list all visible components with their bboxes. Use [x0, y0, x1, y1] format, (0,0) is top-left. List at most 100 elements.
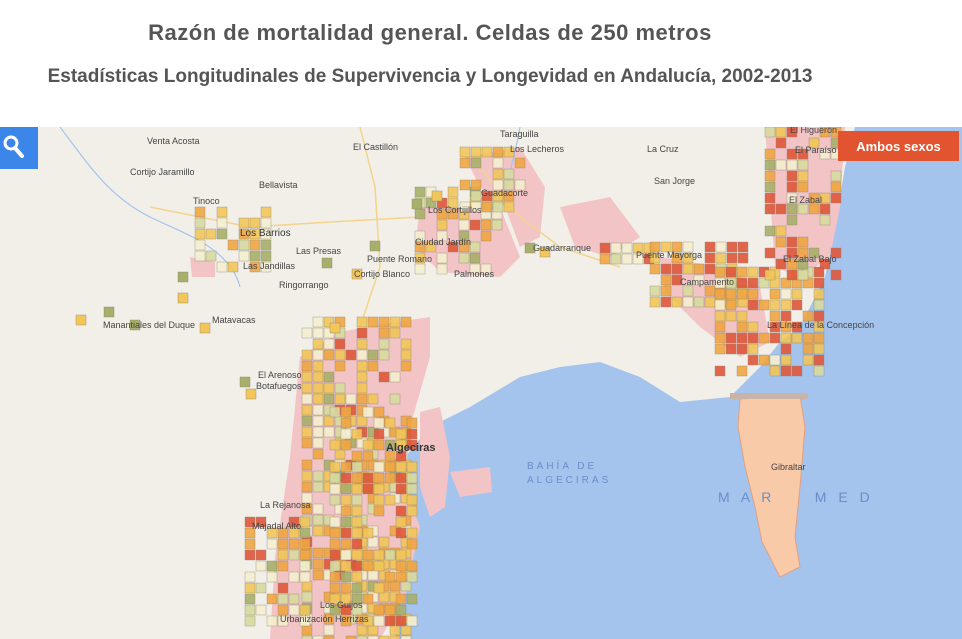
grid-cell[interactable]: [373, 494, 385, 506]
grid-cell[interactable]: [323, 415, 335, 427]
grid-cell[interactable]: [395, 560, 407, 572]
sex-filter-button[interactable]: Ambos sexos: [838, 131, 959, 161]
grid-cell[interactable]: [378, 316, 390, 328]
grid-cell[interactable]: [299, 615, 311, 627]
grid-cell[interactable]: [813, 277, 825, 289]
grid-cell[interactable]: [813, 354, 825, 366]
grid-cell[interactable]: [492, 146, 504, 158]
grid-cell[interactable]: [301, 404, 313, 416]
grid-cell[interactable]: [329, 472, 341, 484]
grid-cell[interactable]: [704, 296, 716, 308]
grid-cell[interactable]: [786, 181, 798, 193]
grid-cell[interactable]: [301, 492, 313, 504]
grid-cell[interactable]: [503, 179, 515, 191]
grid-cell[interactable]: [103, 306, 115, 318]
grid-cell[interactable]: [470, 179, 482, 191]
grid-cell[interactable]: [323, 393, 335, 405]
grid-cell[interactable]: [301, 459, 313, 471]
grid-cell[interactable]: [747, 332, 759, 344]
grid-cell[interactable]: [436, 252, 448, 264]
grid-cell[interactable]: [725, 266, 737, 278]
grid-cell[interactable]: [356, 316, 368, 328]
grid-cell[interactable]: [764, 203, 776, 215]
grid-cell[interactable]: [329, 439, 341, 451]
grid-cell[interactable]: [373, 582, 385, 594]
grid-cell[interactable]: [786, 170, 798, 182]
grid-cell[interactable]: [389, 580, 401, 592]
grid-cell[interactable]: [797, 181, 809, 193]
grid-cell[interactable]: [775, 127, 787, 138]
grid-cell[interactable]: [406, 560, 418, 572]
grid-cell[interactable]: [780, 343, 792, 355]
grid-cell[interactable]: [367, 536, 379, 548]
grid-cell[interactable]: [323, 371, 335, 383]
grid-cell[interactable]: [414, 230, 426, 242]
grid-cell[interactable]: [813, 310, 825, 322]
grid-cell[interactable]: [351, 582, 363, 594]
grid-cell[interactable]: [736, 310, 748, 322]
grid-cell[interactable]: [288, 516, 300, 528]
grid-cell[interactable]: [356, 393, 368, 405]
search-button[interactable]: [0, 127, 38, 169]
grid-cell[interactable]: [660, 274, 672, 286]
grid-cell[interactable]: [351, 505, 363, 517]
grid-cell[interactable]: [362, 549, 374, 561]
grid-cell[interactable]: [340, 472, 352, 484]
grid-cell[interactable]: [373, 549, 385, 561]
grid-cell[interactable]: [277, 582, 289, 594]
grid-cell[interactable]: [492, 179, 504, 191]
grid-cell[interactable]: [238, 250, 250, 262]
grid-cell[interactable]: [813, 321, 825, 333]
grid-cell[interactable]: [704, 252, 716, 264]
grid-cell[interactable]: [362, 450, 374, 462]
grid-cell[interactable]: [255, 560, 267, 572]
grid-cell[interactable]: [323, 613, 335, 625]
grid-cell[interactable]: [334, 338, 346, 350]
grid-cell[interactable]: [369, 240, 381, 252]
grid-cell[interactable]: [400, 580, 412, 592]
grid-cell[interactable]: [769, 299, 781, 311]
grid-cell[interactable]: [797, 203, 809, 215]
grid-cell[interactable]: [632, 242, 644, 254]
grid-cell[interactable]: [830, 181, 842, 193]
grid-cell[interactable]: [340, 615, 352, 627]
grid-cell[interactable]: [736, 332, 748, 344]
grid-cell[interactable]: [384, 494, 396, 506]
grid-cell[interactable]: [227, 239, 239, 251]
grid-cell[interactable]: [255, 582, 267, 594]
grid-cell[interactable]: [813, 332, 825, 344]
grid-cell[interactable]: [660, 285, 672, 297]
grid-cell[interactable]: [351, 494, 363, 506]
grid-cell[interactable]: [406, 527, 418, 539]
grid-cell[interactable]: [764, 148, 776, 160]
grid-cell[interactable]: [216, 206, 228, 218]
grid-cell[interactable]: [395, 505, 407, 517]
grid-cell[interactable]: [425, 241, 437, 253]
grid-cell[interactable]: [649, 252, 661, 264]
grid-cell[interactable]: [764, 170, 776, 182]
grid-cell[interactable]: [312, 558, 324, 570]
grid-cell[interactable]: [277, 615, 289, 627]
grid-cell[interactable]: [340, 527, 352, 539]
grid-cell[interactable]: [736, 266, 748, 278]
grid-cell[interactable]: [786, 236, 798, 248]
grid-cell[interactable]: [714, 343, 726, 355]
grid-cell[interactable]: [238, 228, 250, 240]
grid-cell[interactable]: [758, 332, 770, 344]
grid-cell[interactable]: [373, 417, 385, 429]
grid-cell[interactable]: [329, 593, 341, 605]
grid-cell[interactable]: [395, 472, 407, 484]
grid-cell[interactable]: [459, 201, 471, 213]
grid-cell[interactable]: [362, 483, 374, 495]
grid-cell[interactable]: [362, 615, 374, 627]
grid-cell[interactable]: [714, 299, 726, 311]
grid-cell[interactable]: [492, 157, 504, 169]
grid-cell[interactable]: [400, 349, 412, 361]
grid-cell[interactable]: [649, 296, 661, 308]
grid-cell[interactable]: [395, 571, 407, 583]
grid-cell[interactable]: [384, 604, 396, 616]
grid-cell[interactable]: [323, 349, 335, 361]
grid-cell[interactable]: [813, 299, 825, 311]
grid-cell[interactable]: [323, 338, 335, 350]
grid-cell[interactable]: [362, 593, 374, 605]
